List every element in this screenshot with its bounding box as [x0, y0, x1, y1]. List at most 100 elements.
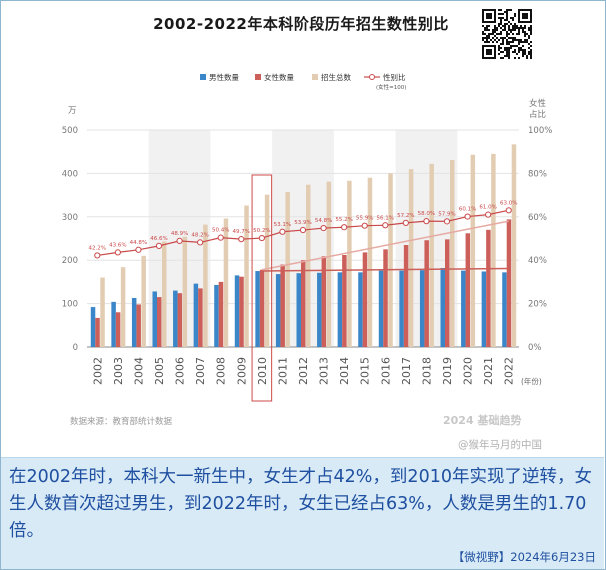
qr-module: [512, 33, 514, 35]
y-right-tick-label: 20%: [528, 300, 547, 310]
qr-module: [524, 41, 526, 43]
qr-module: [484, 41, 486, 43]
bar-female: [321, 256, 327, 347]
qr-module: [506, 31, 508, 33]
qr-module: [494, 25, 496, 27]
bar-female: [218, 281, 224, 347]
x-tick-label: 2011: [276, 357, 289, 385]
bar-female: [259, 269, 265, 347]
source-note: 数据来源：教育部统计数据: [70, 416, 173, 427]
qr-module: [520, 41, 522, 43]
qr-module: [502, 43, 504, 45]
qr-module: [526, 33, 528, 35]
x-tick-label: 2013: [318, 357, 331, 385]
qr-module: [504, 49, 506, 51]
qr-module: [506, 35, 508, 37]
qr-module: [530, 55, 532, 57]
bar-total: [120, 267, 126, 347]
bar-female: [424, 240, 429, 347]
qr-module: [508, 57, 510, 59]
qr-module: [502, 29, 504, 31]
qr-module: [500, 19, 502, 21]
qr-module: [512, 19, 514, 21]
qr-module: [522, 31, 524, 33]
qr-module: [506, 19, 508, 21]
y-right-tick-label: 40%: [528, 256, 547, 266]
bar-female: [280, 264, 285, 347]
qr-module: [518, 43, 520, 45]
qr-module: [506, 51, 508, 53]
bar-total: [450, 159, 455, 347]
ratio-point: [485, 211, 492, 218]
qr-module: [498, 23, 500, 25]
ratio-point: [341, 224, 348, 231]
bar-male: [193, 283, 199, 347]
bar-total: [285, 192, 290, 347]
qr-module: [514, 15, 516, 17]
qr-module: [498, 33, 500, 35]
ratio-data-label: 57.2%: [397, 213, 414, 219]
qr-module: [528, 29, 530, 31]
qr-module: [512, 51, 514, 53]
bar-female: [239, 276, 244, 347]
qr-module: [510, 23, 512, 25]
qr-module: [520, 27, 522, 29]
qr-module: [486, 29, 488, 31]
qr-module: [530, 33, 532, 35]
bar-female: [506, 219, 512, 347]
x-tick-label: 2002: [91, 357, 104, 385]
qr-module: [504, 29, 506, 31]
qr-module: [492, 29, 494, 31]
bar-total: [162, 241, 167, 347]
qr-module: [500, 23, 502, 25]
qr-module: [524, 31, 526, 33]
x-tick-label: 2021: [482, 357, 495, 385]
qr-module: [518, 57, 520, 59]
qr-module: [494, 39, 496, 41]
ratio-point: [176, 237, 183, 244]
qr-module: [494, 29, 496, 31]
x-tick-label: 2019: [441, 357, 454, 385]
qr-module: [498, 9, 500, 11]
bar-total: [306, 184, 311, 347]
qr-module: [484, 29, 486, 31]
x-tick-label: 2010: [256, 357, 269, 385]
qr-module: [504, 55, 506, 57]
x-tick-label: 2008: [215, 357, 228, 385]
qr-module: [482, 25, 484, 27]
ratio-data-label: 54.8%: [315, 218, 332, 224]
qr-module: [528, 53, 530, 55]
bar-male: [296, 273, 301, 347]
qr-module: [492, 37, 494, 39]
qr-module: [506, 47, 508, 49]
legend-label: 男性数量: [209, 72, 239, 82]
qr-module: [506, 13, 508, 15]
qr-module: [506, 15, 508, 17]
bar-male: [234, 275, 240, 347]
bar-male: [111, 301, 116, 347]
qr-module: [514, 27, 516, 29]
qr-module: [524, 39, 526, 41]
legend-swatch: [312, 74, 318, 80]
ratio-data-label: 50.2%: [253, 228, 270, 234]
x-tick-label: 2009: [235, 357, 248, 385]
qr-module: [482, 33, 484, 35]
qr-module: [498, 25, 500, 27]
qr-module: [504, 19, 506, 21]
brand-mark: 2024 基础趋势: [443, 413, 521, 427]
qr-module: [498, 39, 500, 41]
qr-module: [506, 11, 508, 13]
ratio-data-label: 53.1%: [274, 222, 291, 228]
qr-module: [488, 35, 490, 37]
y-right-tick-label: 0%: [528, 343, 542, 353]
qr-module: [530, 41, 532, 43]
ratio-point: [402, 219, 409, 226]
legend-label: 性别比: [383, 72, 406, 82]
y-left-tick-label: 400: [62, 169, 78, 179]
qr-module: [486, 25, 488, 27]
qr-module: [508, 49, 510, 51]
qr-module: [510, 9, 512, 11]
qr-module: [512, 37, 514, 39]
qr-module: [486, 27, 488, 29]
qr-module: [500, 51, 502, 53]
